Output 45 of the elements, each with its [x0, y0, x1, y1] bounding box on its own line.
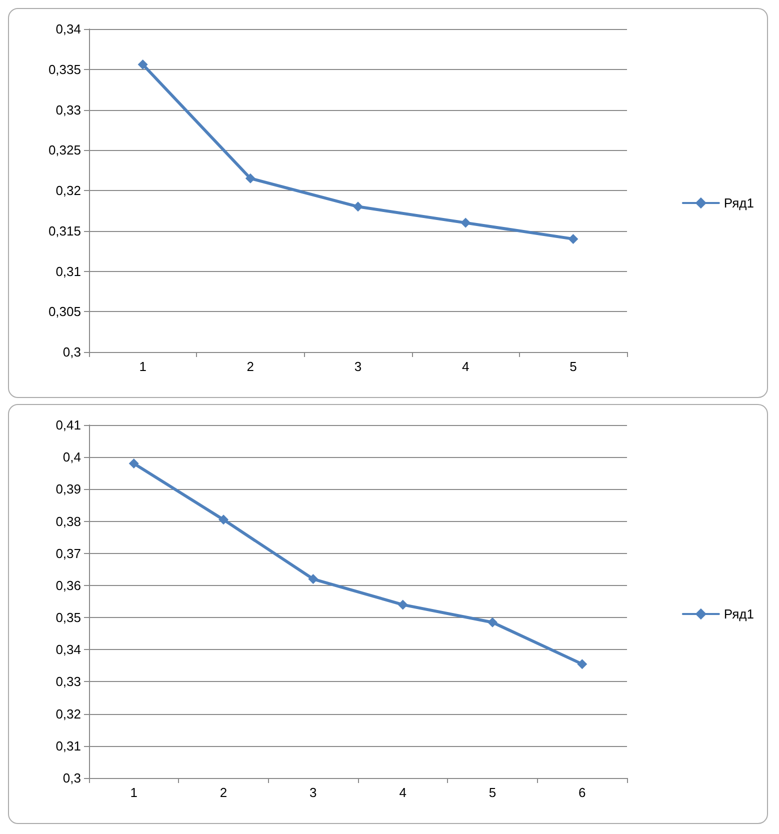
y-tick-label: 0,38	[56, 514, 81, 529]
point	[488, 617, 498, 628]
y-tick-label: 0,35	[56, 610, 81, 626]
point	[245, 173, 256, 184]
x-tick-label: 1	[139, 359, 146, 374]
y-tick-label: 0,32	[56, 706, 81, 722]
legend-label: Ряд1	[724, 196, 754, 210]
y-tick-label: 0,31	[56, 738, 81, 754]
point	[460, 218, 471, 228]
point	[353, 202, 363, 212]
x-tick-label: 2	[246, 359, 254, 374]
point	[568, 234, 578, 244]
y-tick-label: 0,32	[56, 183, 81, 198]
x-tick-label: 5	[488, 785, 496, 800]
legend-label: Ряд1	[724, 606, 754, 622]
x-tick-label: 5	[570, 359, 577, 374]
y-tick-label: 0,39	[56, 482, 81, 497]
point	[577, 659, 588, 670]
x-tick-label: 6	[578, 785, 586, 800]
point	[308, 574, 318, 584]
y-tick-label: 0,335	[48, 62, 81, 77]
y-tick-label: 0,31	[56, 264, 81, 279]
y-tick-label: 0,325	[48, 142, 81, 158]
point	[128, 458, 139, 469]
y-tick-label: 0,3	[62, 770, 81, 786]
y-tick-label: 0,305	[48, 304, 81, 320]
point	[138, 60, 148, 70]
x-tick-label: 4	[399, 785, 406, 800]
point	[398, 600, 408, 610]
y-tick-label: 0,36	[56, 578, 81, 593]
x-tick-label: 4	[462, 359, 470, 374]
point	[218, 514, 228, 525]
y-tick-label: 0,37	[56, 546, 81, 561]
y-tick-label: 0,34	[56, 642, 81, 658]
y-tick-label: 0,315	[48, 223, 81, 238]
y-tick-label: 0,41	[56, 418, 81, 432]
x-tick-label: 2	[220, 785, 228, 800]
x-tick-label: 3	[310, 785, 317, 800]
y-tick-label: 0,4	[62, 450, 81, 465]
y-tick-label: 0,3	[62, 344, 81, 360]
y-tick-label: 0,33	[56, 674, 81, 690]
x-tick-label: 1	[130, 785, 138, 800]
y-tick-label: 0,33	[56, 102, 81, 118]
x-tick-label: 3	[354, 359, 362, 374]
y-tick-label: 0,34	[56, 22, 81, 36]
